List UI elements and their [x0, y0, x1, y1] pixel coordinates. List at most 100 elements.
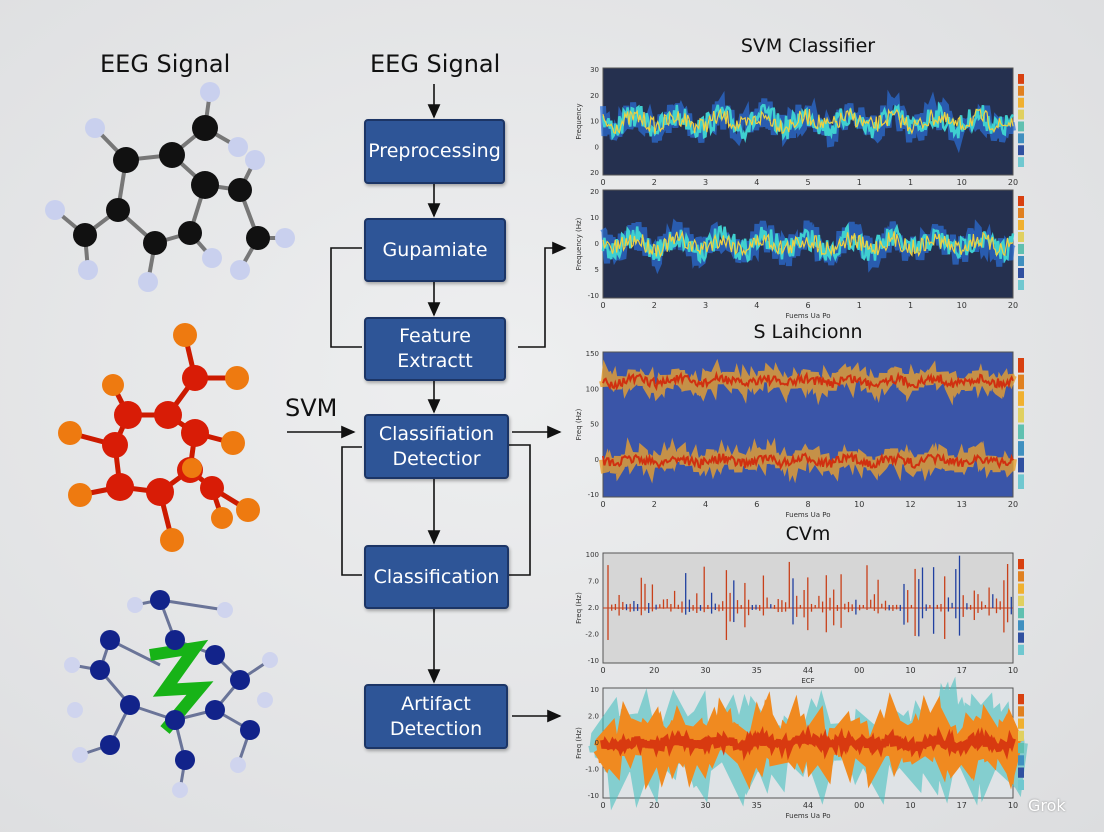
x-tick-label: 20 [649, 801, 659, 810]
signal [600, 724, 1016, 761]
y-tick-label: 7.0 [588, 578, 599, 586]
legend-swatch [1018, 256, 1024, 266]
legend-swatch [1018, 358, 1024, 373]
legend-swatch [1018, 424, 1024, 440]
legend-swatch [1018, 730, 1024, 741]
x-axis-label: Fuems Ua Po [786, 312, 831, 320]
legend-swatch [1018, 559, 1024, 570]
legend-swatch [1018, 474, 1024, 489]
legend-swatch [1018, 457, 1024, 473]
panel-title: SVM Classifier [741, 35, 875, 57]
y-tick-label: -10 [588, 792, 599, 800]
x-tick-label: 2 [652, 301, 657, 310]
y-tick-label: 2.0 [588, 604, 599, 612]
flow-step-text: Extractt [397, 350, 473, 372]
flow-step-text: Preprocessing [368, 140, 501, 162]
y-tick-label: -1.0 [585, 766, 599, 774]
legend-swatch [1018, 109, 1024, 120]
x-tick-label: 0 [600, 301, 605, 310]
x-axis-label: Fuems Ua Po [786, 812, 831, 820]
x-tick-label: 00 [854, 801, 864, 810]
legend-swatch [1018, 718, 1024, 729]
y-tick-label: 50 [590, 421, 599, 429]
legend-swatch [1018, 280, 1024, 290]
flow-step-text: Classification [373, 565, 500, 588]
flow-step: Feature Extractt [364, 317, 506, 381]
legend-swatch [1018, 620, 1024, 631]
legend-swatch [1018, 244, 1024, 254]
legend-swatch [1018, 755, 1024, 766]
flow-step: Classifiation Detectior [364, 414, 509, 479]
x-tick-label: 20 [1008, 301, 1018, 310]
y-tick-label: 20 [590, 188, 599, 196]
x-tick-label: 10 [1008, 801, 1018, 810]
signal [602, 230, 1014, 258]
signal [601, 222, 1015, 265]
signal [602, 370, 1014, 392]
x-tick-label: 0 [600, 178, 605, 187]
y-tick-label: 5 [595, 266, 599, 274]
legend-swatch [1018, 767, 1024, 778]
x-tick-label: 3 [703, 178, 708, 187]
legend-swatch [1018, 694, 1024, 705]
legend-swatch [1018, 571, 1024, 582]
y-tick-label: 0 [595, 143, 599, 151]
legend-swatch [1018, 374, 1024, 390]
x-tick-label: 1 [857, 301, 862, 310]
y-tick-label: 100 [586, 385, 599, 393]
y-axis-label: Freq (Hz) [575, 408, 583, 440]
watermark: Grok [1028, 796, 1066, 815]
x-tick-label: 10 [905, 666, 915, 675]
legend-swatch [1018, 133, 1024, 144]
y-axis-label: Frequency (Hz) [575, 217, 583, 270]
left-label: EEG Signal [100, 50, 231, 78]
x-tick-label: 1 [857, 178, 862, 187]
x-tick-label: 17 [957, 801, 967, 810]
x-axis-label: ECF [801, 677, 814, 685]
x-tick-label: 30 [700, 801, 710, 810]
legend-swatch [1018, 644, 1024, 655]
y-tick-label: -2.0 [585, 631, 599, 639]
panel-title: S Laihcionn [753, 321, 862, 343]
x-tick-label: 10 [905, 801, 915, 810]
molecule-1 [45, 82, 295, 292]
flow-arrows [287, 84, 567, 723]
legend-swatch [1018, 743, 1024, 754]
legend-swatch [1018, 779, 1024, 790]
x-tick-label: 4 [754, 178, 759, 187]
y-tick-label: 10 [590, 686, 599, 694]
legend-swatch [1018, 121, 1024, 132]
x-tick-label: 6 [805, 301, 810, 310]
flow-step: Classification [364, 545, 509, 609]
x-tick-label: 0 [600, 801, 605, 810]
x-tick-label: 13 [957, 500, 967, 509]
x-tick-label: 00 [854, 666, 864, 675]
x-tick-label: 10 [1008, 666, 1018, 675]
x-tick-label: 30 [700, 666, 710, 675]
legend-swatch [1018, 232, 1024, 242]
legend-swatch [1018, 74, 1024, 84]
y-tick-label: -10 [588, 491, 599, 499]
x-tick-label: 1 [908, 178, 913, 187]
x-tick-label: 10 [957, 178, 967, 187]
x-tick-label: 5 [805, 178, 810, 187]
signal [600, 89, 1016, 154]
legend-swatch [1018, 583, 1024, 594]
x-tick-label: 20 [1008, 500, 1018, 509]
y-tick-label: 30 [590, 66, 599, 74]
legend-swatch [1018, 391, 1024, 406]
x-axis-label: Fuems Ua Po [786, 511, 831, 519]
y-tick-label: -10 [588, 657, 599, 665]
legend-swatch [1018, 208, 1024, 218]
flow-step-text: Classifiation [378, 422, 495, 445]
y-tick-label: 0 [595, 456, 599, 464]
legend-swatch [1018, 608, 1024, 619]
x-tick-label: 4 [754, 301, 759, 310]
y-tick-label: 150 [586, 350, 599, 358]
y-tick-label: 100 [586, 551, 599, 559]
y-tick-label: 20 [590, 92, 599, 100]
x-tick-label: 35 [752, 666, 762, 675]
x-tick-label: 10 [854, 500, 864, 509]
flow-input: EEG Signal [370, 50, 501, 78]
